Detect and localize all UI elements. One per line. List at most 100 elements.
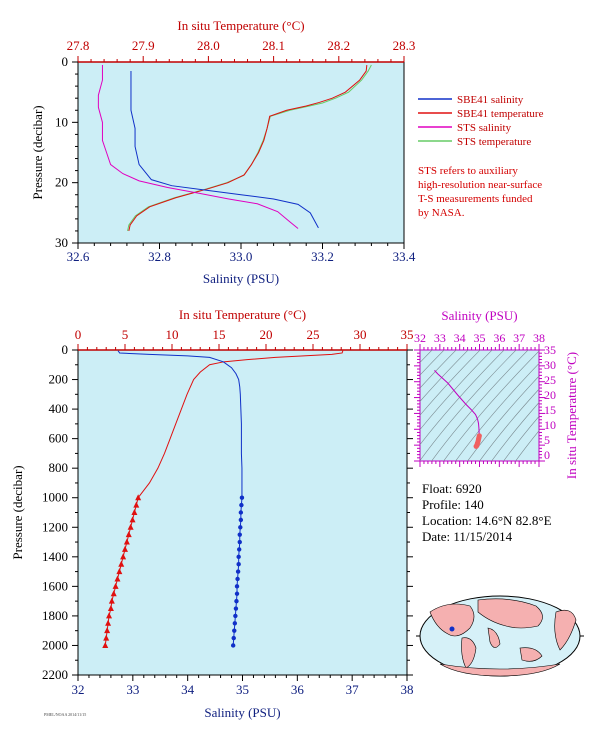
salinity-tick-label: 36 <box>291 682 305 697</box>
temperature-tick-label: 15 <box>213 327 226 342</box>
salinity-tick-label: 38 <box>533 331 545 345</box>
temperature-tick-label: 0 <box>544 448 550 462</box>
pressure-tick-label: 1200 <box>42 519 68 534</box>
legend-label: SBE41 temperature <box>457 108 544 120</box>
pressure-tick-label: 30 <box>55 235 68 250</box>
temperature-tick-label: 0 <box>75 327 82 342</box>
pressure-tick-label: 2000 <box>42 637 68 652</box>
salinity-marker <box>234 591 240 596</box>
salinity-marker <box>235 569 241 574</box>
salinity-marker <box>238 525 243 530</box>
float-id: Float: 6920 <box>422 481 482 496</box>
temperature-marker <box>107 605 114 612</box>
salinity-tick-label: 33.4 <box>393 249 416 264</box>
temperature-tick-label: 28.1 <box>262 38 285 53</box>
sts-note-line: by NASA. <box>418 207 465 219</box>
salinity-tick-label: 35 <box>474 331 486 345</box>
ts-marker <box>473 443 479 449</box>
salinity-marker <box>235 576 240 582</box>
ts-profile-line <box>434 370 480 436</box>
map-land <box>554 609 577 651</box>
temperature-tick-label: 28.2 <box>327 38 350 53</box>
salinity-tick-label: 38 <box>401 682 414 697</box>
temperature-marker <box>127 523 134 530</box>
sts-note-line: STS refers to auxiliary <box>418 165 518 177</box>
map-land <box>487 627 501 648</box>
profile-date: Date: 11/15/2014 <box>422 529 513 544</box>
salinity-marker <box>237 532 242 537</box>
density-contour <box>420 350 457 389</box>
pressure-tick-label: 800 <box>49 460 69 475</box>
temperature-tick-label: 25 <box>544 373 556 387</box>
salinity-marker <box>234 584 240 589</box>
pressure-tick-label: 1400 <box>42 549 68 564</box>
temperature-marker <box>135 494 142 501</box>
temperature-marker <box>106 612 113 619</box>
full-profile-panel: 0 5 10 15 20 25 30 35 32 33 34 35 36 37 38 0 200 400 600 80… <box>10 307 414 720</box>
salinity-tick-label: 32 <box>72 682 85 697</box>
salinity-tick-label: 32.6 <box>67 249 90 264</box>
map-land <box>519 647 543 662</box>
temperature-tick-label: 5 <box>544 433 550 447</box>
density-contour <box>503 415 539 461</box>
temperature-marker <box>108 597 115 604</box>
temperature-marker <box>103 634 110 641</box>
salinity-axis-title: Salinity (PSU) <box>204 705 280 720</box>
temperature-marker <box>122 545 128 552</box>
density-contour <box>491 402 539 461</box>
temperature-marker <box>105 619 112 626</box>
temperature-marker <box>129 516 136 523</box>
float-info: Float: 6920 Profile: 140 Location: 14.6°… <box>422 481 552 545</box>
salinity-tick-label: 37 <box>513 331 525 345</box>
temperature-tick-label: 5 <box>122 327 129 342</box>
legend-label: SBE41 salinity <box>457 94 524 106</box>
ts-salinity-axis-title: Salinity (PSU) <box>441 308 517 323</box>
temperature-marker <box>131 509 138 515</box>
temperature-marker <box>120 553 127 560</box>
salinity-tick-label: 32.8 <box>148 249 171 264</box>
density-contour <box>431 350 529 461</box>
pressure-tick-label: 400 <box>49 401 69 416</box>
profile-number: Profile: 140 <box>422 497 484 512</box>
world-map-inset <box>416 595 584 677</box>
salinity-marker <box>231 635 236 641</box>
series-line-sts-salinity <box>97 65 299 229</box>
density-contour <box>479 388 539 461</box>
temperature-marker <box>102 641 109 648</box>
float-location-marker <box>449 626 455 632</box>
salinity-tick-label: 37 <box>346 682 360 697</box>
salinity-marker <box>230 643 236 648</box>
density-contour <box>420 350 445 376</box>
salinity-marker <box>237 547 242 552</box>
map-land <box>461 637 477 669</box>
float-location: Location: 14.6°N 82.8°E <box>422 513 552 528</box>
temperature-marker <box>133 501 140 508</box>
temperature-tick-label: 28.0 <box>197 38 220 53</box>
density-contour <box>467 375 539 461</box>
density-contours <box>420 350 539 461</box>
salinity-tick-label: 35 <box>236 682 249 697</box>
legend: SBE41 salinity SBE41 temperature STS salin… <box>418 94 544 148</box>
temperature-tick-label: 15 <box>544 403 556 417</box>
salinity-marker <box>233 613 238 619</box>
temperature-axis-title: In situ Temperature (°C) <box>177 18 304 33</box>
density-contour <box>455 363 539 461</box>
salinity-marker <box>239 495 245 500</box>
density-contour <box>420 350 493 431</box>
salinity-marker <box>236 562 241 567</box>
salinity-marker <box>233 606 239 611</box>
pressure-tick-label: 600 <box>49 431 69 446</box>
sts-note-line: T-S measurements funded <box>418 193 533 205</box>
salinity-tick-label: 34 <box>181 682 195 697</box>
legend-label: STS salinity <box>457 122 512 134</box>
ts-temperature-axis-title: In situ Temperature (°C) <box>564 352 579 479</box>
salinity-axis-title: Salinity (PSU) <box>203 271 279 286</box>
temperature-tick-label: 20 <box>544 388 556 402</box>
temperature-tick-label: 30 <box>544 358 556 372</box>
temperature-tick-label: 28.3 <box>393 38 416 53</box>
legend-label: STS temperature <box>457 136 531 148</box>
temperature-marker <box>104 627 111 634</box>
pressure-tick-label: 0 <box>62 342 69 357</box>
temperature-marker <box>116 568 123 575</box>
